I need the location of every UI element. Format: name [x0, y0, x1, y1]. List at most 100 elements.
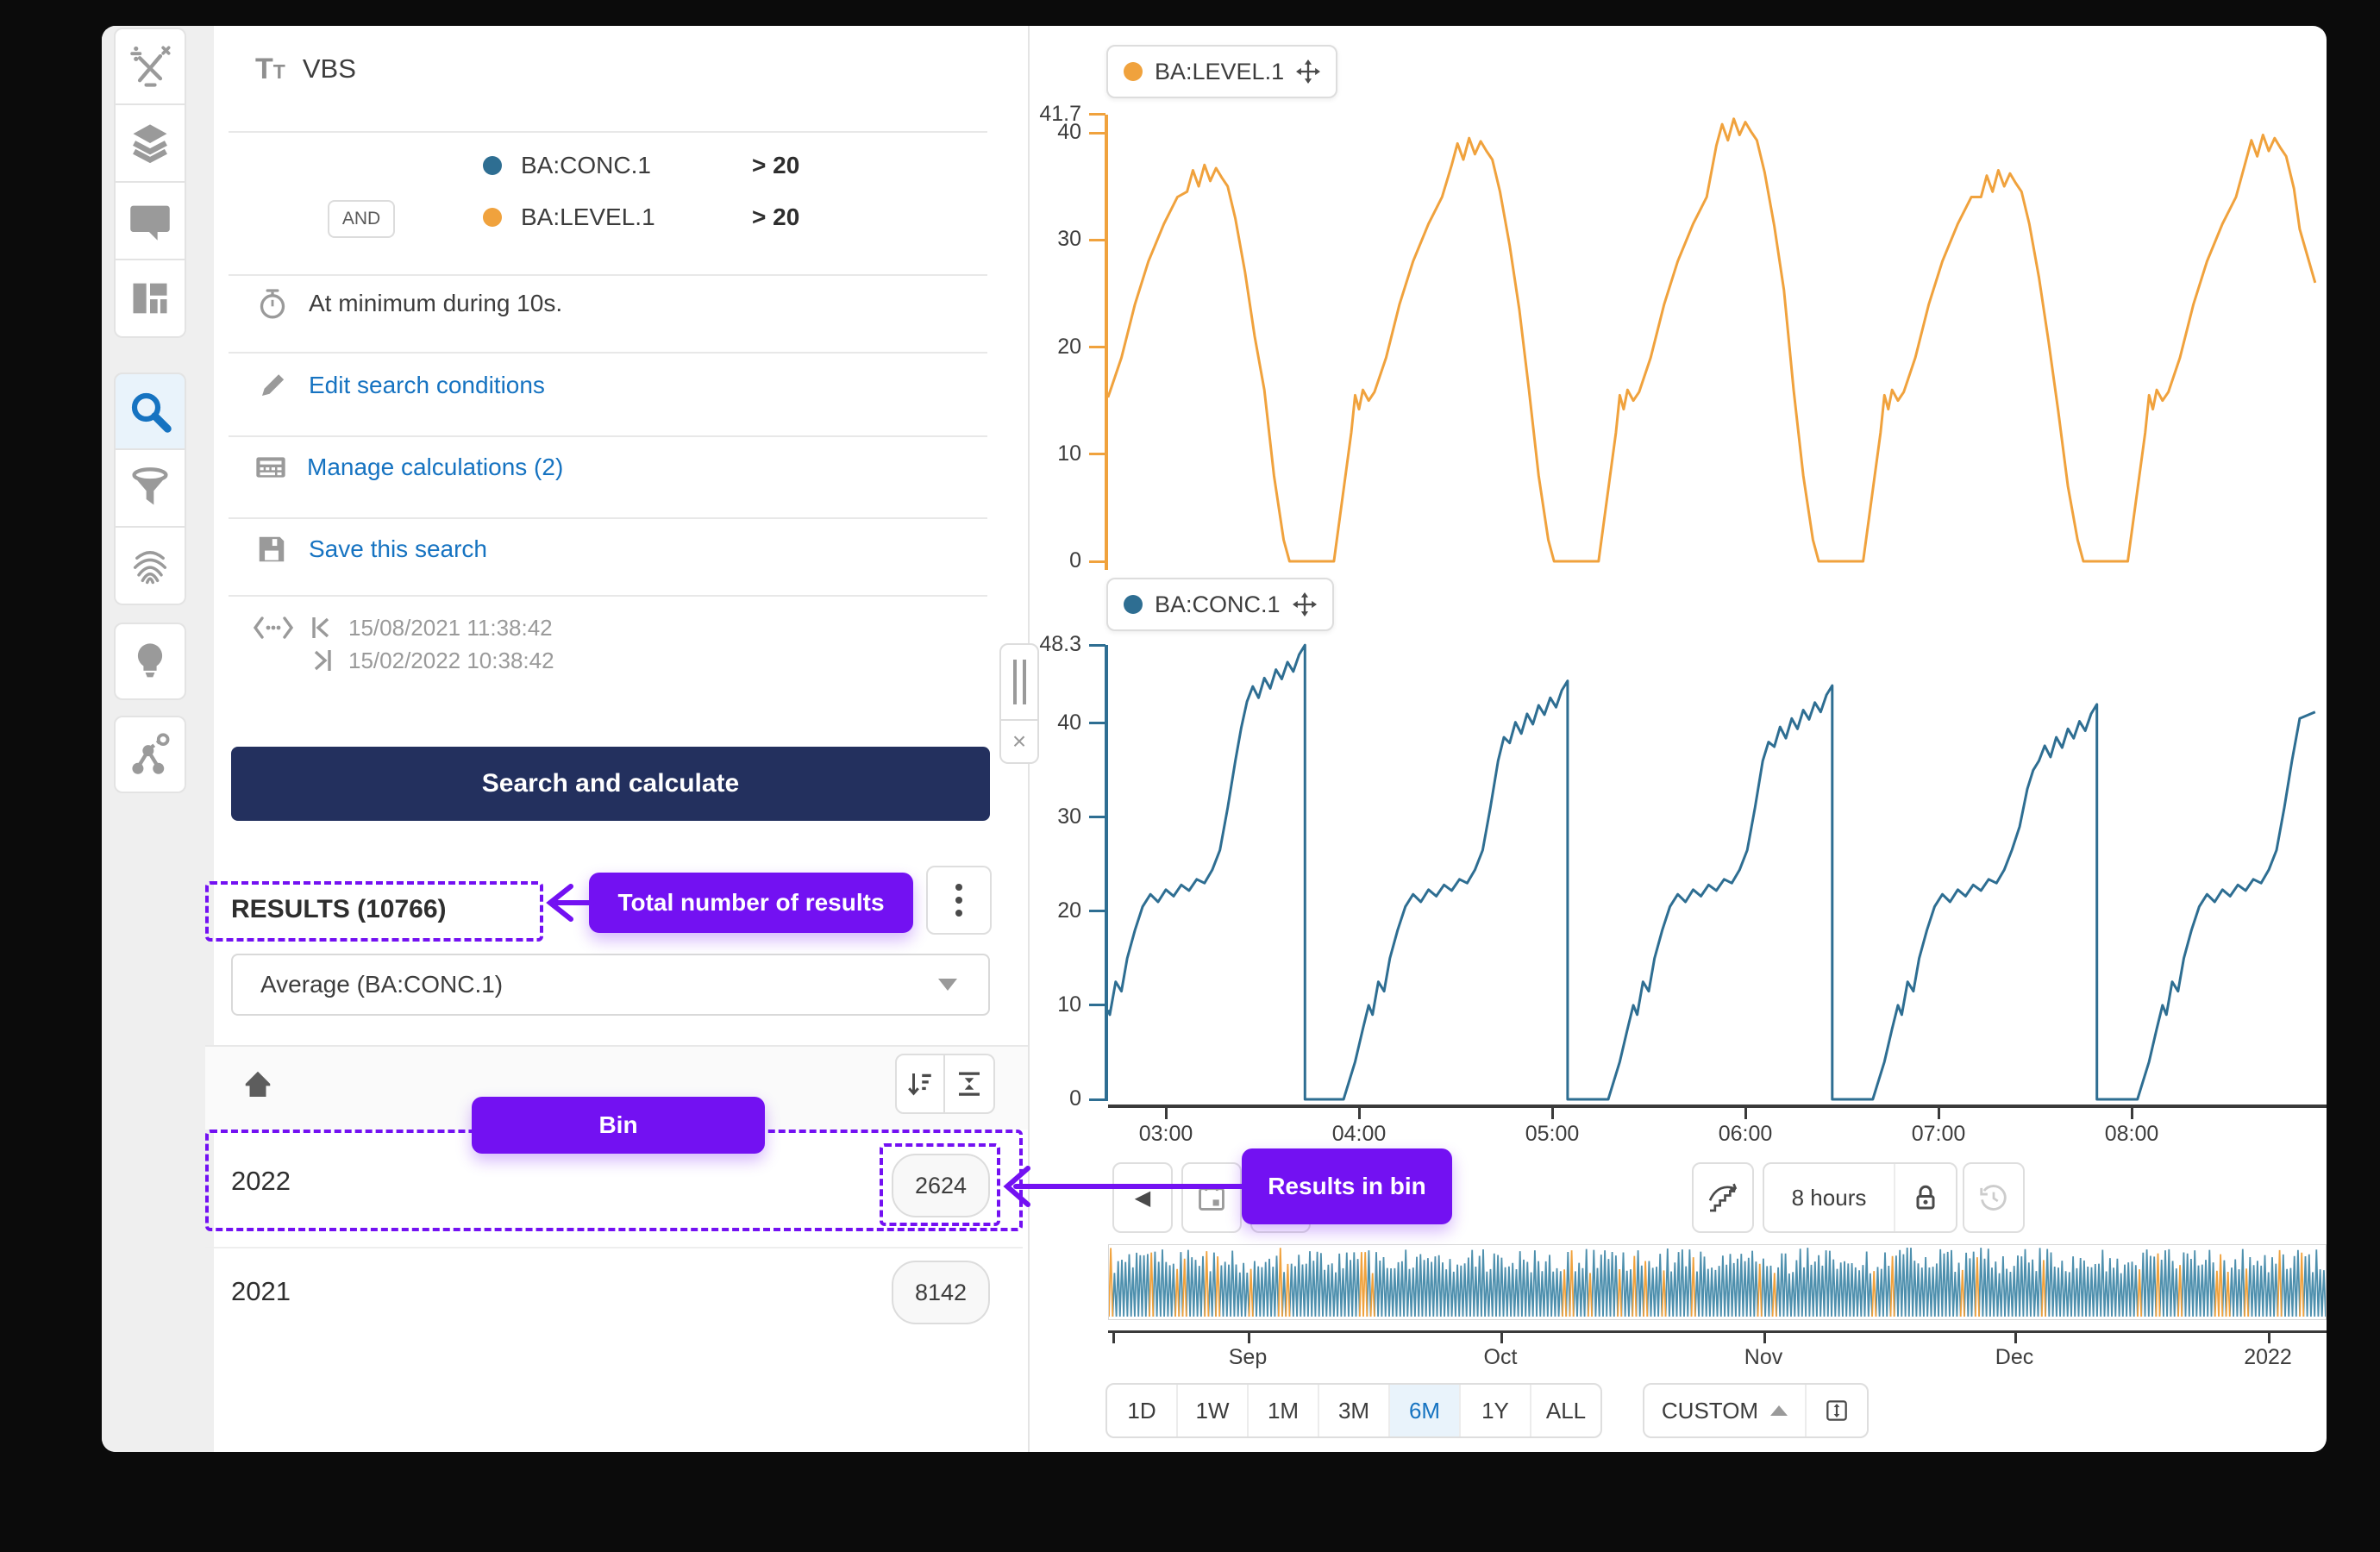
stopwatch-icon: [260, 289, 285, 319]
divider: [229, 435, 987, 437]
duration-row: At minimum during 10s.: [255, 285, 562, 322]
series-label: BA:CONC.1: [1155, 591, 1281, 617]
bin-row-count-badge[interactable]: 8142: [892, 1261, 990, 1324]
tag-badge-ba-conc[interactable]: BA:CONC.1: [1106, 578, 1334, 631]
move-icon[interactable]: [1292, 592, 1317, 616]
manage-calculations-link[interactable]: Manage calculations (2): [307, 454, 564, 480]
aggregation-value: Average (BA:CONC.1): [260, 971, 504, 998]
time-span-control: 8 hours: [1763, 1162, 1957, 1233]
divider: [205, 1247, 1023, 1248]
sort-descending-icon: [908, 1073, 931, 1096]
trend-steps-icon: [1708, 1183, 1738, 1212]
fit-range-button[interactable]: [1807, 1385, 1867, 1436]
range-button-1y[interactable]: 1Y: [1461, 1385, 1531, 1436]
edit-search-conditions-link[interactable]: Edit search conditions: [309, 372, 545, 398]
sidebar-item-fingerprint[interactable]: [114, 528, 186, 605]
chart-area-ba-level[interactable]: [1108, 112, 2327, 571]
grip-bar: [1022, 660, 1026, 704]
sidebar-item-layers[interactable]: [114, 105, 186, 183]
range-button-3m[interactable]: 3M: [1319, 1385, 1390, 1436]
dashboard-icon: [133, 283, 167, 314]
grip-bar: [1012, 660, 1017, 704]
calculator-pad-icon: [256, 457, 285, 478]
time-range-end-row: 15/02/2022 10:38:42: [310, 645, 554, 676]
panel-resize-handle[interactable]: [999, 643, 1039, 721]
sidebar-item-predictions[interactable]: [114, 716, 186, 793]
save-search-row[interactable]: Save this search: [255, 530, 487, 568]
custom-range-group: CUSTOM: [1643, 1383, 1869, 1438]
condition-tag: BA:CONC.1: [521, 152, 651, 178]
fit-screen-icon: [1826, 1400, 1847, 1421]
condition-operator: > 20: [752, 152, 800, 178]
step-back-button[interactable]: ◀: [1112, 1162, 1173, 1233]
tag-badge-ba-level[interactable]: BA:LEVEL.1: [1106, 45, 1338, 98]
bin-row-label[interactable]: 2021: [231, 1276, 291, 1306]
home-icon[interactable]: [241, 1067, 274, 1100]
range-button-group: 1D 1W 1M 3M 6M 1Y ALL: [1105, 1383, 1602, 1438]
bin-row-count-badge[interactable]: 2624: [892, 1154, 990, 1217]
calendar-icon: [1199, 1184, 1224, 1211]
chevron-down-icon: [938, 979, 957, 991]
time-span-value[interactable]: 8 hours: [1764, 1164, 1895, 1231]
divider: [229, 595, 987, 597]
search-and-calculate-button[interactable]: Search and calculate: [231, 747, 990, 821]
chart-type-button[interactable]: [1692, 1162, 1754, 1233]
range-button-all[interactable]: ALL: [1545, 1397, 1587, 1424]
condition-row-2[interactable]: BA:LEVEL.1 > 20: [483, 198, 799, 236]
search-title-row: TT VBS: [255, 50, 356, 88]
time-range-end: 15/02/2022 10:38:42: [348, 647, 554, 673]
chart-area-ba-conc[interactable]: [1108, 642, 2327, 1104]
series-color-dot: [1124, 595, 1143, 614]
pencil-icon: [262, 374, 285, 396]
manage-calculations-row[interactable]: Manage calculations (2): [254, 448, 563, 486]
collapse-bins-button[interactable]: [945, 1054, 995, 1114]
lock-span-button[interactable]: [1895, 1164, 1956, 1231]
calculator-icon: [130, 46, 171, 87]
layers-icon: [133, 124, 167, 164]
overview-minimap[interactable]: [1108, 1244, 2327, 1320]
divider: [229, 131, 987, 133]
edit-search-row[interactable]: Edit search conditions: [257, 366, 545, 404]
custom-range-button[interactable]: CUSTOM: [1644, 1385, 1807, 1436]
condition-operator: > 20: [752, 203, 800, 230]
results-menu-button[interactable]: [926, 866, 992, 935]
save-this-search-link[interactable]: Save this search: [309, 535, 487, 562]
lightbulb-icon: [137, 643, 163, 678]
skip-to-end-icon: [314, 650, 331, 671]
time-range-icon: [253, 616, 294, 639]
sidebar-item-filter[interactable]: [114, 450, 186, 528]
results-title: RESULTS (10766): [231, 895, 447, 923]
divider: [229, 517, 987, 519]
time-range-start-row: 15/08/2021 11:38:42: [252, 612, 553, 643]
divider: [229, 274, 987, 276]
save-icon: [259, 536, 285, 562]
range-button-1m[interactable]: 1M: [1249, 1385, 1319, 1436]
comment-icon: [130, 205, 170, 241]
calendar-button[interactable]: [1181, 1162, 1242, 1233]
close-panel-button[interactable]: ×: [999, 721, 1039, 764]
sort-bins-button[interactable]: [895, 1054, 945, 1114]
series-label: BA:LEVEL.1: [1155, 58, 1285, 84]
annotation-total-results: Total number of results: [589, 873, 913, 933]
aggregation-dropdown[interactable]: Average (BA:CONC.1): [231, 954, 990, 1016]
sidebar-item-search[interactable]: [114, 372, 186, 450]
condition-tag: BA:LEVEL.1: [521, 203, 655, 230]
bin-row-label[interactable]: 2022: [231, 1166, 291, 1196]
annotation-results-in-bin: Results in bin: [1242, 1148, 1452, 1224]
sidebar-item-calculations[interactable]: [114, 28, 186, 105]
history-button[interactable]: [1963, 1162, 2025, 1233]
divider: [205, 1045, 1029, 1047]
annotation-bin: Bin: [472, 1097, 765, 1154]
move-icon[interactable]: [1296, 59, 1321, 84]
sidebar-item-recommendations[interactable]: [114, 623, 186, 700]
kebab-menu-icon: [955, 884, 962, 917]
search-icon: [131, 392, 172, 433]
range-button-6m[interactable]: 6M: [1390, 1385, 1461, 1436]
range-button-1d[interactable]: 1D: [1107, 1385, 1178, 1436]
sidebar-item-dashboards[interactable]: [114, 260, 186, 338]
tag-color-dot: [483, 156, 502, 175]
sidebar-item-comments[interactable]: [114, 183, 186, 260]
range-button-1w[interactable]: 1W: [1178, 1385, 1249, 1436]
condition-row-1[interactable]: BA:CONC.1 > 20: [483, 147, 799, 185]
